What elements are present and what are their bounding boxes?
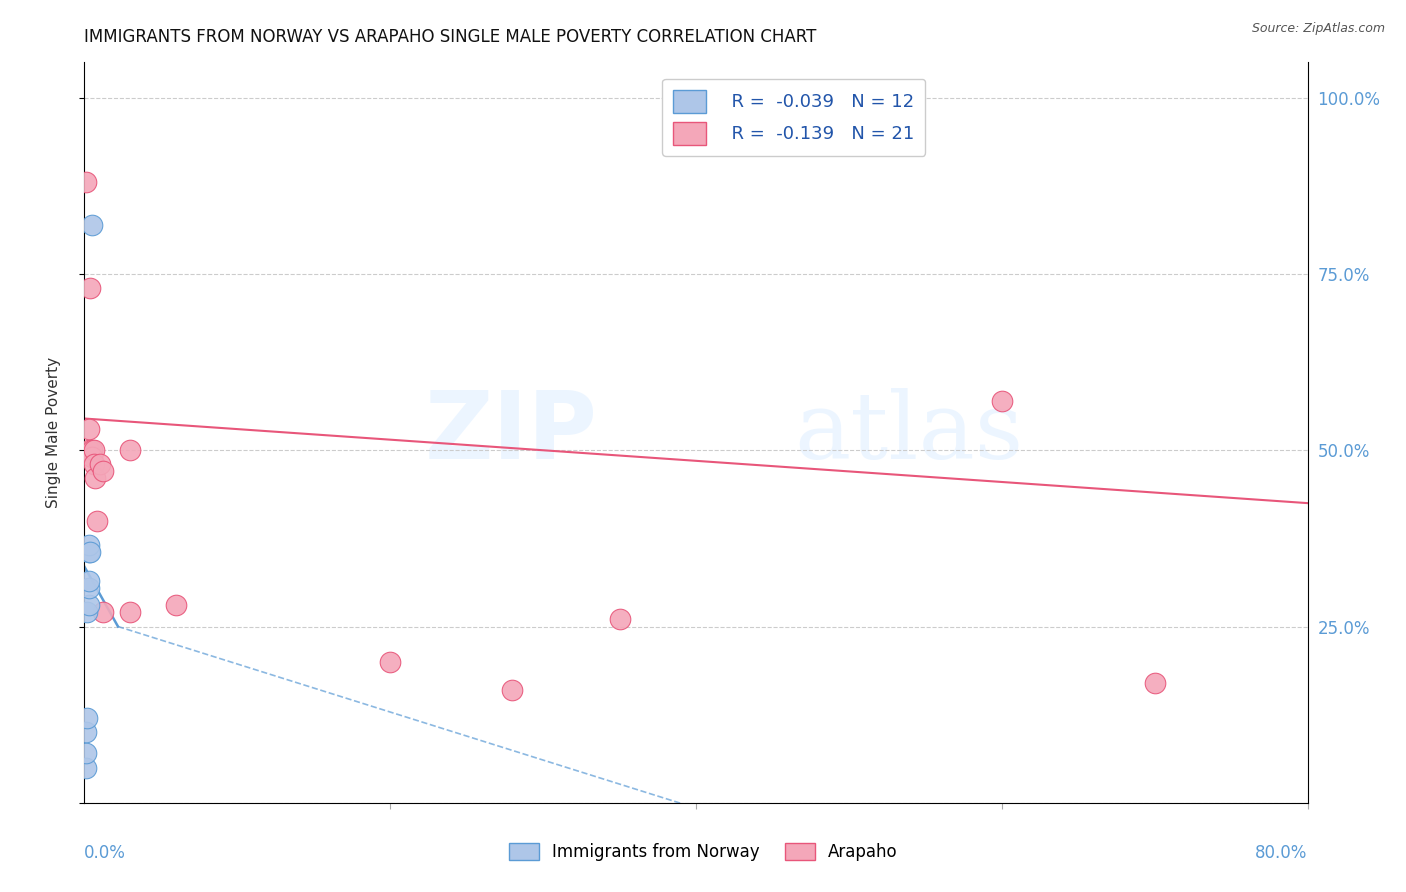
- Point: [75, 747, 97, 761]
- Legend:   R =  -0.039   N = 12,   R =  -0.139   N = 21: R = -0.039 N = 12, R = -0.139 N = 21: [662, 78, 925, 156]
- Text: atlas: atlas: [794, 388, 1024, 477]
- Point: [75, 725, 97, 739]
- Text: IMMIGRANTS FROM NORWAY VS ARAPAHO SINGLE MALE POVERTY CORRELATION CHART: IMMIGRANTS FROM NORWAY VS ARAPAHO SINGLE…: [84, 28, 817, 45]
- Point: [77, 545, 100, 559]
- Point: [75, 760, 97, 774]
- Point: [77, 443, 100, 458]
- Point: [76, 606, 98, 620]
- Point: [80, 218, 103, 232]
- Point: [83, 443, 105, 458]
- Point: [165, 599, 187, 613]
- Text: 0.0%: 0.0%: [84, 844, 127, 862]
- Point: [86, 514, 108, 528]
- Point: [79, 545, 101, 559]
- Point: [77, 422, 100, 436]
- Point: [77, 581, 100, 595]
- Point: [609, 612, 631, 626]
- Point: [79, 281, 101, 295]
- Point: [83, 458, 105, 472]
- Text: ZIP: ZIP: [425, 386, 598, 479]
- Point: [502, 683, 524, 698]
- Point: [77, 574, 100, 588]
- Point: [77, 599, 100, 613]
- Point: [80, 443, 103, 458]
- Y-axis label: Single Male Poverty: Single Male Poverty: [46, 357, 60, 508]
- Point: [91, 464, 114, 478]
- Point: [120, 606, 142, 620]
- Point: [84, 471, 107, 485]
- Text: Source: ZipAtlas.com: Source: ZipAtlas.com: [1251, 22, 1385, 36]
- Point: [991, 393, 1014, 408]
- Point: [380, 655, 402, 669]
- Text: 80.0%: 80.0%: [1256, 844, 1308, 862]
- Point: [1143, 676, 1166, 690]
- Legend: Immigrants from Norway, Arapaho: Immigrants from Norway, Arapaho: [502, 836, 904, 868]
- Point: [77, 538, 100, 552]
- Point: [89, 458, 111, 472]
- Point: [91, 606, 114, 620]
- Point: [80, 450, 103, 465]
- Point: [76, 711, 98, 725]
- Point: [120, 443, 142, 458]
- Point: [75, 175, 97, 189]
